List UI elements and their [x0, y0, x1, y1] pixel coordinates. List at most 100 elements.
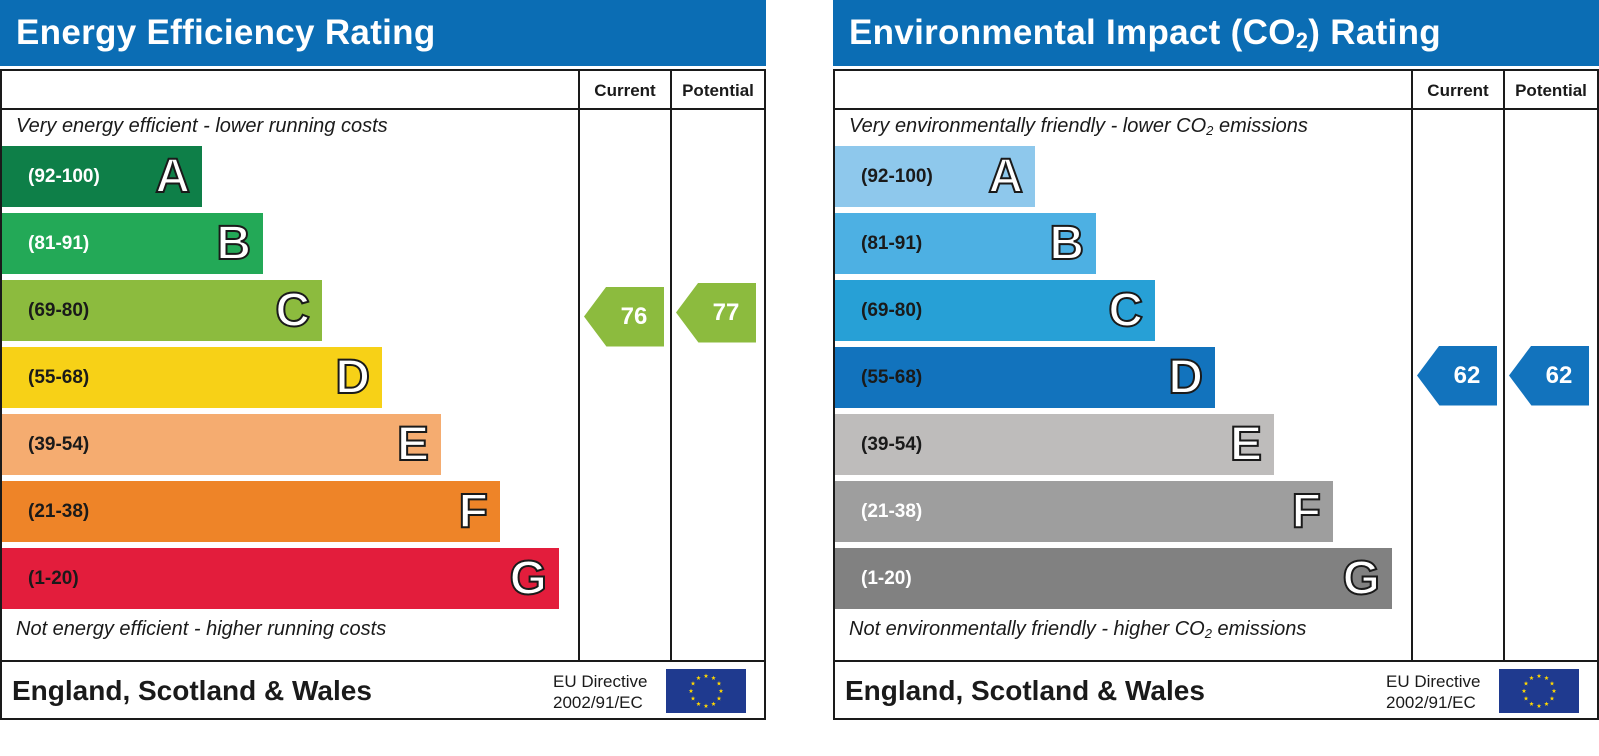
header-divider: [2, 108, 764, 110]
current-column-header: Current: [594, 81, 656, 100]
current-column-divider: [578, 71, 580, 660]
band-range-label: (1-20): [28, 568, 79, 589]
band-c: (69-80) C: [2, 280, 322, 341]
eu-star-icon: [1549, 696, 1555, 701]
eu-star-icon: [1529, 701, 1534, 706]
potential-rating-arrow: 77: [676, 282, 756, 343]
band-range-label: (92-100): [28, 166, 100, 187]
band-a: (92-100) A: [2, 146, 202, 207]
band-letter: A: [154, 149, 191, 204]
band-g: (1-20) G: [2, 548, 559, 609]
eu-directive-text: EU Directive 2002/91/EC: [1386, 671, 1480, 713]
band-letter: F: [1291, 484, 1322, 539]
top-caption: Very energy efficient - lower running co…: [16, 115, 388, 137]
band-range-label: (39-54): [861, 434, 923, 455]
eu-star-icon: [696, 701, 701, 706]
eu-directive-line-2: 2002/91/EC: [553, 693, 643, 712]
eu-star-icon: [690, 681, 696, 686]
footer-divider: [2, 660, 764, 662]
eu-directive-line-2: 2002/91/EC: [1386, 693, 1476, 712]
eu-star-icon: [1536, 673, 1542, 678]
eu-star-icon: [716, 681, 722, 686]
eu-flag-icon: [1499, 669, 1579, 713]
band-letter: E: [396, 417, 430, 472]
band-letter: D: [334, 350, 371, 405]
band-range-label: (21-38): [28, 501, 90, 522]
eu-star-icon: [1523, 696, 1529, 701]
eu-star-icon: [1536, 703, 1542, 708]
band-d: (55-68) D: [835, 347, 1215, 408]
band-range-label: (69-80): [28, 300, 90, 321]
band-range-label: (81-91): [28, 233, 90, 254]
eu-star-icon: [1544, 701, 1549, 706]
eu-star-icon: [1549, 681, 1555, 686]
potential-column-header: Potential: [682, 81, 754, 100]
current-column-divider: [1411, 71, 1413, 660]
band-range-label: (39-54): [28, 434, 90, 455]
band-range-label: (81-91): [861, 233, 923, 254]
energy-efficiency-title: Energy Efficiency Rating: [0, 0, 766, 66]
bottom-caption: Not energy efficient - higher running co…: [16, 618, 387, 640]
band-d: (55-68) D: [2, 347, 382, 408]
band-range-label: (92-100): [861, 166, 933, 187]
band-c: (69-80) C: [835, 280, 1155, 341]
current-column-header: Current: [1427, 81, 1489, 100]
region-label: England, Scotland & Wales: [12, 675, 372, 706]
band-letter: B: [215, 216, 252, 271]
band-f: (21-38) F: [2, 481, 500, 542]
potential-column-divider: [1503, 71, 1505, 660]
band-letter: D: [1167, 350, 1204, 405]
eu-star-icon: [716, 696, 722, 701]
eu-star-icon: [690, 696, 696, 701]
band-letter: F: [458, 484, 489, 539]
region-label: England, Scotland & Wales: [845, 675, 1205, 706]
eu-flag-icon: [666, 669, 746, 713]
band-letter: G: [509, 551, 548, 606]
eu-directive-text: EU Directive 2002/91/EC: [553, 671, 647, 713]
eu-directive-line-1: EU Directive: [1386, 672, 1481, 691]
environmental-impact-panel: Environmental Impact (CO2) Rating Curren…: [833, 0, 1599, 720]
band-range-label: (21-38): [861, 501, 923, 522]
band-letter: C: [274, 283, 311, 338]
band-letter: C: [1107, 283, 1144, 338]
band-letter: E: [1229, 417, 1263, 472]
footer-divider: [835, 660, 1597, 662]
band-range-label: (69-80): [861, 300, 923, 321]
eu-star-icon: [1544, 675, 1549, 680]
environmental-impact-chart: Current Potential Very environmentally f…: [833, 69, 1599, 720]
eu-star-icon: [688, 688, 694, 693]
eu-star-icon: [718, 688, 724, 693]
band-range-label: (55-68): [28, 367, 90, 388]
band-range-label: (1-20): [861, 568, 912, 589]
top-caption: Very environmentally friendly - lower CO…: [849, 115, 1308, 138]
band-e: (39-54) E: [2, 414, 441, 475]
eu-star-icon: [696, 675, 701, 680]
current-rating-arrow: 62: [1417, 345, 1497, 406]
band-g: (1-20) G: [835, 548, 1392, 609]
eu-star-icon: [703, 703, 709, 708]
eu-star-icon: [711, 675, 716, 680]
band-b: (81-91) B: [835, 213, 1096, 274]
eu-directive-line-1: EU Directive: [553, 672, 648, 691]
energy-efficiency-panel: Energy Efficiency Rating Current Potenti…: [0, 0, 766, 720]
band-b: (81-91) B: [2, 213, 263, 274]
eu-star-icon: [703, 673, 709, 678]
eu-star-icon: [1523, 681, 1529, 686]
band-range-label: (55-68): [861, 367, 923, 388]
eu-star-icon: [1521, 688, 1527, 693]
environmental-impact-title: Environmental Impact (CO2) Rating: [833, 0, 1599, 66]
potential-rating-arrow: 62: [1509, 345, 1589, 406]
eu-star-icon: [711, 701, 716, 706]
band-f: (21-38) F: [835, 481, 1333, 542]
current-rating-arrow: 76: [584, 286, 664, 347]
band-a: (92-100) A: [835, 146, 1035, 207]
band-letter: G: [1342, 551, 1381, 606]
energy-efficiency-chart: Current Potential Very energy efficient …: [0, 69, 766, 720]
potential-column-divider: [670, 71, 672, 660]
eu-star-icon: [1551, 688, 1557, 693]
header-divider: [835, 108, 1597, 110]
band-e: (39-54) E: [835, 414, 1274, 475]
potential-column-header: Potential: [1515, 81, 1587, 100]
bottom-caption: Not environmentally friendly - higher CO…: [849, 618, 1307, 641]
band-letter: B: [1048, 216, 1085, 271]
